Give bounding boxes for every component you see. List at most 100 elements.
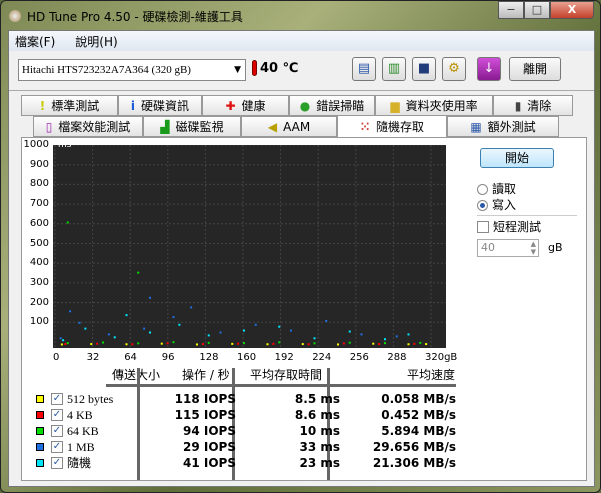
speed-value: 29.656 MB/s <box>372 440 456 454</box>
scatter-point <box>190 306 193 309</box>
start-button[interactable]: 開始 <box>480 148 554 168</box>
scatter-point <box>160 342 163 345</box>
result-row: ✓ 512 bytes 118 IOPS 8.5 ms 0.058 MB/s <box>22 392 462 407</box>
file-icon: ▯ <box>45 119 53 134</box>
app-disk-icon <box>9 10 21 22</box>
tab-speaker[interactable]: ◀ AAM <box>241 116 337 137</box>
access-time-value: 8.6 ms <box>294 408 340 422</box>
scatter-point <box>307 343 310 346</box>
header-divider <box>106 384 456 387</box>
scatter-point <box>243 329 245 332</box>
tab-file[interactable]: ▯ 檔案效能測試 <box>33 116 143 137</box>
tab-health-cross[interactable]: ✚ 健康 <box>202 95 289 116</box>
download-button[interactable]: ↓ <box>477 57 501 81</box>
series-checkbox[interactable]: ✓ <box>51 393 63 405</box>
scatter-point <box>137 271 140 274</box>
scatter-point <box>342 342 345 345</box>
tab-label: 硬碟資訊 <box>141 99 190 113</box>
radio-read-circle <box>477 183 488 195</box>
tab-label: 標準測試 <box>51 99 100 113</box>
series-checkbox[interactable]: ✓ <box>51 441 63 453</box>
tab-exclamation[interactable]: ! 標準測試 <box>21 95 118 116</box>
x-tick-label: 0 <box>53 352 60 363</box>
x-tick-label: 320gB <box>425 352 458 363</box>
scatter-point <box>231 342 234 345</box>
tab-label: 隨機存取 <box>376 120 425 134</box>
close-button[interactable]: X <box>550 1 594 19</box>
read-radio[interactable]: 讀取 <box>477 182 516 196</box>
column-divider <box>232 368 235 480</box>
scatter-point <box>278 325 281 328</box>
tab-label: 檔案效能測試 <box>58 120 131 134</box>
tab-folder[interactable]: ▆ 資料夾使用率 <box>375 95 493 116</box>
scatter-plot-svg <box>53 144 446 348</box>
tab-random-access[interactable]: ⁙ 隨機存取 <box>337 115 447 138</box>
menu-help[interactable]: 說明(H) <box>75 34 118 49</box>
scatter-point <box>407 333 410 336</box>
save-button[interactable]: ■ <box>412 57 436 81</box>
scatter-point <box>125 314 128 317</box>
tab-trash[interactable]: ▮ 清除 <box>493 95 573 116</box>
series-color-swatch <box>36 443 44 451</box>
scatter-point <box>166 342 169 345</box>
folder-icon: ▆ <box>390 98 400 113</box>
series-checkbox[interactable]: ✓ <box>51 409 63 421</box>
scatter-point <box>178 323 181 326</box>
menu-file[interactable]: 檔案(F) <box>15 34 56 49</box>
scatter-point <box>60 343 63 346</box>
scatter-point <box>62 339 65 342</box>
short-test-checkbox[interactable]: 短程測試 <box>477 220 541 234</box>
scatter-point <box>66 221 69 224</box>
copy-info-button[interactable]: ▤ <box>352 57 376 81</box>
download-icon: ↓ <box>483 61 495 76</box>
x-tick-label: 192 <box>274 352 294 363</box>
scatter-point <box>201 343 204 346</box>
scatter-point <box>78 321 81 324</box>
settings-button[interactable]: ⚙ <box>442 57 466 81</box>
divider <box>477 215 577 216</box>
tab-magnifier[interactable]: ● 錯誤掃瞄 <box>289 95 375 116</box>
exit-button[interactable]: 離開 <box>509 57 561 81</box>
scatter-point <box>272 342 275 345</box>
size-label: 隨機 <box>67 456 92 470</box>
scatter-point <box>219 331 222 334</box>
drive-select[interactable]: Hitachi HTS723232A7A364 (320 gB) ▼ <box>18 59 246 81</box>
x-tick-label: 32 <box>86 352 100 363</box>
write-label: 寫入 <box>492 198 517 212</box>
scatter-point <box>196 343 198 346</box>
scatter-point <box>149 296 151 299</box>
spinner-arrows-icon: ▲ ▼ <box>530 240 536 256</box>
speed-value: 0.058 MB/s <box>381 392 456 406</box>
write-radio[interactable]: 寫入 <box>477 198 516 212</box>
toolbar: Hitachi HTS723232A7A364 (320 gB) ▼ 40 ℃ ▤… <box>9 51 594 91</box>
speed-value: 21.306 MB/s <box>372 456 456 470</box>
copy-screenshot-button[interactable]: ▥ <box>382 57 406 81</box>
trash-icon: ▮ <box>514 98 522 113</box>
column-divider <box>327 368 330 480</box>
x-tick-label: 128 <box>199 352 219 363</box>
x-tick-label: 96 <box>161 352 175 363</box>
scatter-point <box>301 343 304 346</box>
series-checkbox[interactable]: ✓ <box>51 425 63 437</box>
series-checkbox[interactable]: ✓ <box>51 457 63 469</box>
monitor-chart-icon: ▟ <box>160 119 170 134</box>
y-tick-label: 600 <box>29 217 49 229</box>
access-time-value: 8.5 ms <box>294 392 340 406</box>
y-tick-label: 700 <box>29 198 49 210</box>
size-label: 4 KB <box>67 408 93 422</box>
minimize-button[interactable]: − <box>498 1 524 19</box>
x-tick-label: 256 <box>349 352 369 363</box>
maximize-button[interactable]: □ <box>524 1 550 19</box>
y-axis-unit: ms <box>58 140 72 150</box>
y-tick-label: 900 <box>29 158 49 170</box>
scatter-point <box>207 334 210 337</box>
scatter-point <box>378 343 381 346</box>
scatter-point <box>143 327 146 330</box>
scatter-point <box>131 343 134 346</box>
size-spinner[interactable]: 40 ▲ ▼ <box>477 239 539 257</box>
tab-monitor-chart[interactable]: ▟ 磁碟監視 <box>143 116 241 137</box>
x-tick-label: 160 <box>237 352 257 363</box>
scatter-point <box>243 342 245 345</box>
tab-extra-test[interactable]: ▦ 額外測試 <box>447 116 559 137</box>
tab-info[interactable]: i 硬碟資訊 <box>118 95 202 116</box>
